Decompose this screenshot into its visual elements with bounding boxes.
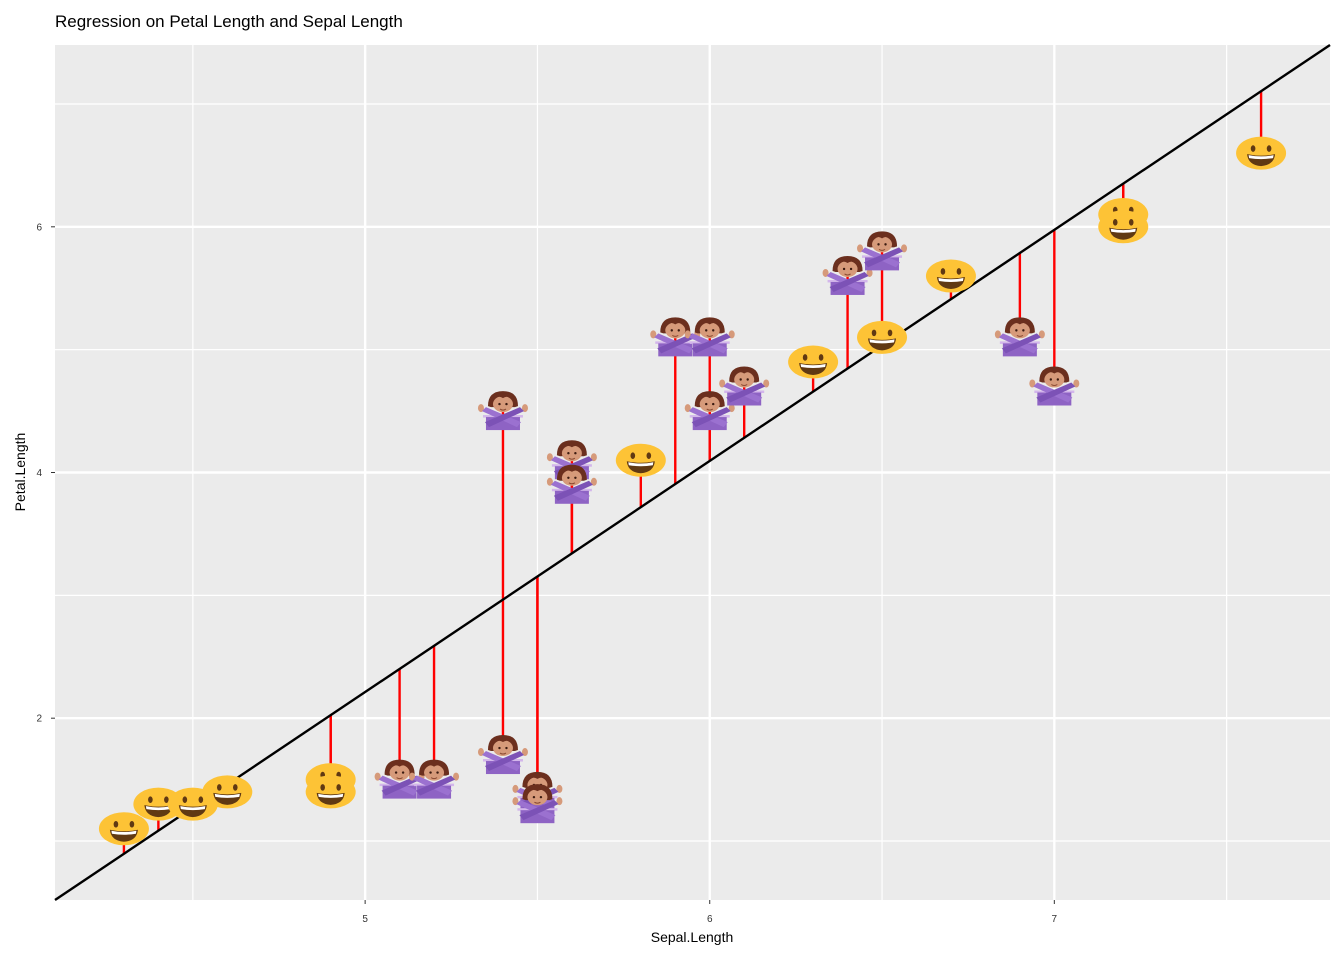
grinning-face-emoji xyxy=(615,443,666,477)
grinning-face-emoji xyxy=(98,812,149,846)
grinning-face-emoji xyxy=(202,775,253,809)
y-tick-label: 4 xyxy=(36,468,42,479)
grinning-face-emoji xyxy=(1098,210,1149,244)
grinning-face-emoji xyxy=(925,259,976,293)
grinning-face-emoji xyxy=(857,320,908,354)
x-tick-label: 7 xyxy=(1052,914,1058,925)
grinning-face-emoji xyxy=(788,345,839,379)
chart-title: Regression on Petal Length and Sepal Len… xyxy=(55,12,403,31)
x-tick-label: 6 xyxy=(707,914,713,925)
major-gridlines xyxy=(55,45,1330,900)
grinning-face-emoji xyxy=(305,775,356,809)
y-axis-title: Petal.Length xyxy=(12,433,28,512)
y-tick-label: 6 xyxy=(36,222,42,233)
x-tick-label: 5 xyxy=(362,914,368,925)
regression-line xyxy=(54,44,1331,901)
x-axis-title: Sepal.Length xyxy=(651,929,734,945)
axis-ticks: 5 6 7 2 4 6 xyxy=(36,222,1057,925)
grinning-face-emoji xyxy=(1236,136,1287,170)
y-tick-label: 2 xyxy=(36,714,42,725)
